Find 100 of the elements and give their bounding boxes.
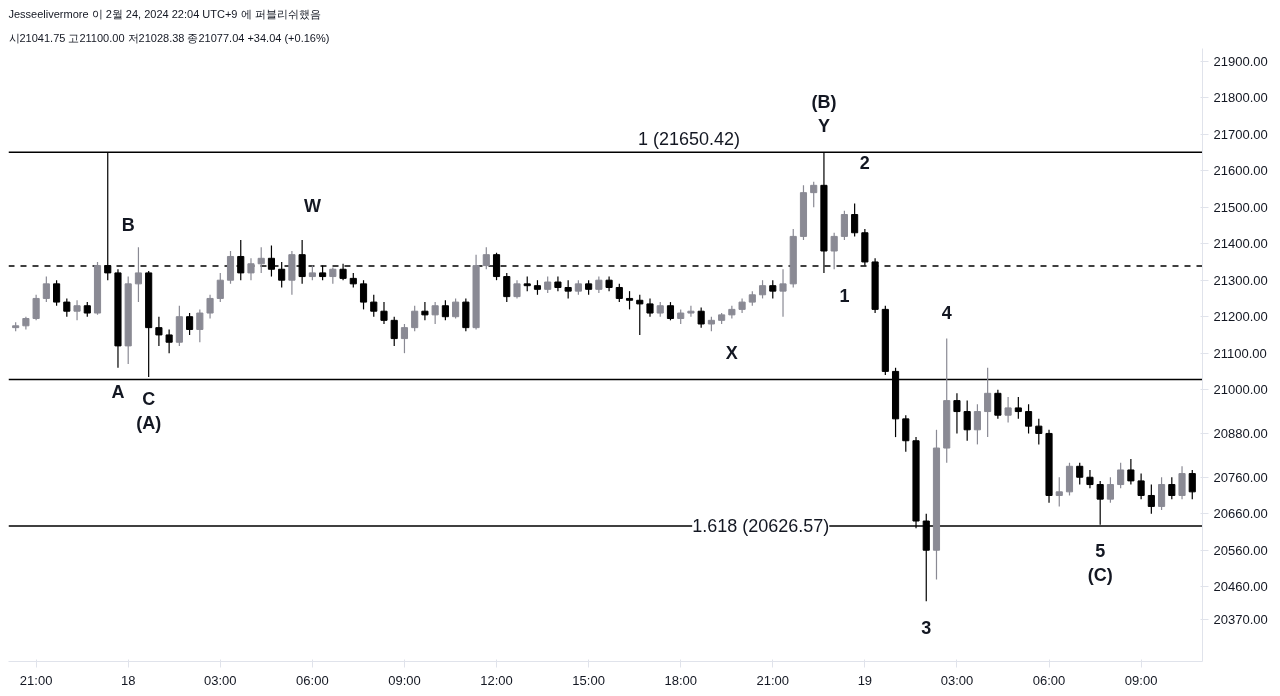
candlestick <box>810 181 818 208</box>
y-tick-label: 21800.00 <box>1213 90 1268 106</box>
candlestick <box>155 316 163 347</box>
candlestick <box>63 297 71 318</box>
annotation: 3 <box>921 617 932 638</box>
annotation: Y <box>817 116 830 137</box>
candlestick <box>380 301 388 325</box>
candlestick <box>963 400 971 442</box>
candlestick <box>625 290 634 310</box>
candlestick <box>42 275 50 303</box>
annotation: (B) <box>811 92 837 113</box>
candlestick <box>1147 483 1155 515</box>
y-tick-label: 20660.00 <box>1213 506 1268 522</box>
candlestick <box>1025 403 1033 435</box>
candlestick <box>953 392 961 435</box>
candlestick <box>186 312 194 336</box>
candlestick <box>1127 458 1135 486</box>
candlestick <box>779 268 787 318</box>
candlestick <box>851 202 859 238</box>
candlestick <box>758 279 767 300</box>
candlestick <box>646 297 654 318</box>
x-tick-label: 06:00 <box>1032 672 1066 688</box>
candlestick <box>134 246 143 303</box>
candlestick <box>1178 465 1186 500</box>
candlestick <box>1055 476 1063 508</box>
candlestick <box>431 301 439 325</box>
annotation: C <box>142 388 156 409</box>
ref-line-label: 1 (21650.42) <box>638 129 741 150</box>
candlestick <box>1035 418 1043 445</box>
x-tick-label: 03:00 <box>204 672 237 688</box>
candlestick <box>53 279 61 307</box>
candlestick <box>830 232 838 270</box>
annotation: 2 <box>859 152 870 173</box>
candlestick <box>984 367 992 438</box>
candlestick <box>216 272 224 303</box>
candlestick <box>697 306 705 329</box>
candlestick <box>840 210 848 241</box>
candlestick <box>421 301 429 321</box>
chart-subtitle: 시21041.75 고21100.00 저21028.38 종21077.04 +34.04 (+0.16%) <box>8 31 330 44</box>
candlestick <box>247 257 255 281</box>
x-tick-label: 18:00 <box>664 672 697 688</box>
candlestick <box>687 305 695 318</box>
x-tick-label: 03:00 <box>940 672 974 688</box>
candlestick <box>165 328 173 354</box>
y-tick-label: 21600.00 <box>1213 163 1268 179</box>
candlestick <box>73 299 81 321</box>
candlestick <box>1014 396 1022 420</box>
candlestick <box>1086 469 1094 489</box>
x-tick-label: 21:00 <box>756 672 790 688</box>
candlestick <box>1076 462 1084 486</box>
y-tick-label: 20460.00 <box>1213 579 1268 595</box>
y-tick-label: 21300.00 <box>1213 272 1268 288</box>
annotation: A <box>111 381 125 402</box>
candlestick <box>452 297 460 320</box>
y-tick-label: 20370.00 <box>1213 612 1268 628</box>
annotation: 5 <box>1095 541 1106 562</box>
candlestick <box>769 279 777 300</box>
x-tick-label: 15:00 <box>572 672 605 688</box>
annotation: 4 <box>941 303 952 324</box>
candlestick <box>400 323 409 354</box>
x-tick-label: 09:00 <box>1124 672 1158 688</box>
x-tick-label: 06:00 <box>296 672 329 688</box>
annotation: (C) <box>1087 564 1113 585</box>
candlestick <box>513 279 521 300</box>
y-tick-label: 21000.00 <box>1213 382 1268 398</box>
candlestick <box>370 294 378 318</box>
candlestick <box>1106 476 1114 504</box>
candlestick <box>1188 469 1196 500</box>
candlestick <box>1117 462 1125 489</box>
y-tick-label: 21900.00 <box>1213 53 1268 69</box>
y-tick-label: 20760.00 <box>1213 469 1268 485</box>
candlestick <box>257 246 265 274</box>
y-tick-label: 21100.00 <box>1213 345 1267 361</box>
candlestick <box>196 308 204 343</box>
candlestick <box>503 272 511 303</box>
annotation: 1 <box>839 285 850 306</box>
chart-title: Jesseelivermore 이 2월 24, 2024 22:04 UTC+9 에 퍼블리쉬했음 <box>8 7 321 20</box>
x-tick-label: 19 <box>857 672 873 688</box>
x-tick-label: 21:00 <box>19 672 53 688</box>
candlestick <box>441 299 449 321</box>
x-tick-label: 09:00 <box>388 672 421 688</box>
candlestick <box>1004 396 1012 424</box>
candlestick <box>32 294 40 321</box>
candlestick <box>1158 476 1166 511</box>
candlestick <box>564 279 572 300</box>
annotation: W <box>303 196 321 217</box>
y-tick-label: 21400.00 <box>1213 236 1268 252</box>
candlestick <box>237 239 245 281</box>
candlestick <box>226 250 235 285</box>
candlestick <box>411 305 419 332</box>
candlestick <box>390 316 398 347</box>
x-tick-label: 12:00 <box>480 672 513 688</box>
ref-line-label: 1.618 (20626.57) <box>692 515 830 536</box>
candlestick <box>636 294 644 336</box>
annotation: X <box>725 343 738 364</box>
y-tick-label: 21500.00 <box>1213 199 1268 215</box>
candlestick <box>1168 476 1176 500</box>
y-tick-label: 20880.00 <box>1213 425 1268 441</box>
y-tick-label: 20560.00 <box>1213 542 1268 558</box>
y-tick-label: 21700.00 <box>1213 126 1268 142</box>
